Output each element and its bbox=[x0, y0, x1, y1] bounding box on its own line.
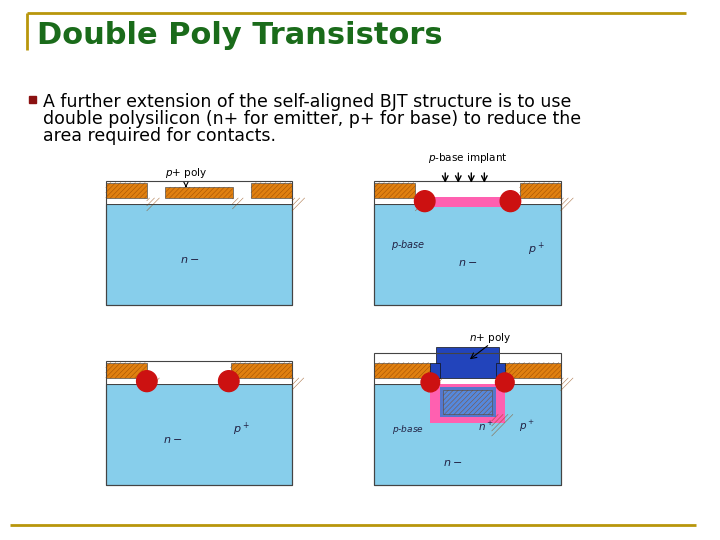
Bar bbox=[106, 362, 147, 378]
Bar bbox=[233, 186, 251, 204]
Bar bbox=[520, 183, 561, 198]
Bar bbox=[374, 384, 561, 485]
Bar bbox=[374, 378, 561, 384]
Text: $p^+$: $p^+$ bbox=[519, 419, 535, 434]
Text: $n-$: $n-$ bbox=[458, 258, 477, 268]
Text: $n-$: $n-$ bbox=[443, 458, 462, 468]
Bar bbox=[444, 390, 492, 415]
Bar bbox=[374, 183, 415, 198]
Text: double polysilicon (n+ for emitter, p+ for base) to reduce the: double polysilicon (n+ for emitter, p+ f… bbox=[43, 110, 581, 128]
Bar bbox=[374, 353, 561, 485]
Bar bbox=[251, 183, 292, 198]
Text: $n$+ poly: $n$+ poly bbox=[469, 331, 511, 345]
Bar bbox=[30, 96, 36, 103]
Bar bbox=[230, 362, 292, 378]
Text: $n-$: $n-$ bbox=[163, 435, 183, 444]
Bar bbox=[440, 387, 495, 417]
Bar bbox=[106, 361, 292, 485]
Bar bbox=[374, 362, 431, 378]
Bar bbox=[507, 189, 520, 204]
Circle shape bbox=[137, 370, 157, 392]
Bar bbox=[217, 369, 230, 384]
Text: $n-$: $n-$ bbox=[180, 255, 199, 265]
Text: $n^+$: $n^+$ bbox=[478, 420, 494, 433]
Bar bbox=[106, 384, 292, 485]
Bar bbox=[374, 181, 561, 305]
Bar bbox=[436, 347, 499, 378]
Bar bbox=[106, 198, 292, 204]
Bar bbox=[166, 187, 233, 198]
Text: $p$+ poly: $p$+ poly bbox=[165, 166, 207, 186]
Bar bbox=[431, 384, 505, 422]
Bar bbox=[505, 362, 561, 378]
Bar bbox=[415, 197, 520, 207]
Bar bbox=[106, 204, 292, 305]
Bar bbox=[495, 362, 505, 378]
Text: $p$-base implant: $p$-base implant bbox=[428, 151, 508, 165]
Bar bbox=[431, 362, 440, 378]
Bar bbox=[106, 378, 292, 384]
Circle shape bbox=[421, 373, 440, 392]
Bar bbox=[147, 369, 160, 384]
Text: $p^+$: $p^+$ bbox=[528, 241, 545, 258]
Bar bbox=[415, 189, 428, 204]
Circle shape bbox=[219, 370, 239, 392]
Bar bbox=[106, 183, 147, 198]
Text: $p^+$: $p^+$ bbox=[233, 421, 250, 438]
Bar bbox=[374, 198, 561, 204]
Text: Double Poly Transistors: Double Poly Transistors bbox=[37, 21, 443, 50]
Bar bbox=[147, 186, 166, 204]
Bar bbox=[492, 366, 505, 384]
Text: A further extension of the self-aligned BJT structure is to use: A further extension of the self-aligned … bbox=[43, 93, 572, 111]
Bar bbox=[106, 181, 292, 305]
Text: $p$-base: $p$-base bbox=[392, 423, 424, 436]
Circle shape bbox=[500, 191, 521, 212]
Text: $p$-base: $p$-base bbox=[391, 238, 426, 252]
Text: area required for contacts.: area required for contacts. bbox=[43, 127, 276, 145]
Circle shape bbox=[495, 373, 514, 392]
Bar bbox=[431, 366, 444, 384]
Bar bbox=[374, 204, 561, 305]
Circle shape bbox=[415, 191, 435, 212]
